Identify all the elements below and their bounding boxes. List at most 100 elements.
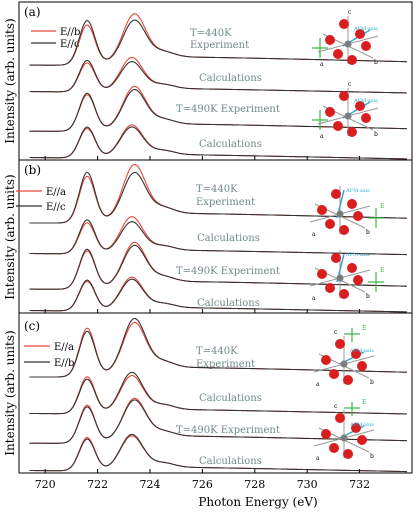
metal-atom bbox=[344, 112, 352, 120]
oxygen-atom bbox=[325, 219, 335, 229]
legend-label-c-2: E//b bbox=[54, 358, 74, 369]
y-axis-label-a: Intensity (arb. units) bbox=[3, 18, 17, 143]
inset-axis-label: b bbox=[370, 379, 374, 386]
annotation-a-490k: T=490K Experiment bbox=[176, 104, 280, 115]
inset-e-label: E bbox=[362, 325, 366, 332]
oxygen-atom bbox=[343, 449, 353, 459]
panel-label-a: (a) bbox=[24, 5, 41, 19]
inset-afm-label: AFM-axis bbox=[353, 98, 378, 104]
x-tick-label: 732 bbox=[349, 478, 370, 491]
oxygen-atom bbox=[343, 375, 353, 385]
legend-c: E//a E//b bbox=[24, 342, 74, 369]
annotation-b-experiment: Experiment bbox=[196, 197, 255, 208]
inset-axis-label: a bbox=[320, 133, 324, 140]
oxygen-atom bbox=[329, 369, 339, 379]
inset-axis-label: b bbox=[374, 131, 378, 138]
oxygen-atom bbox=[325, 107, 335, 117]
inset-axis-label: c bbox=[348, 81, 352, 88]
inset-afm-label: AFM-axis bbox=[349, 348, 374, 354]
panel-frame-c bbox=[18, 312, 413, 474]
panel-label-c: (c) bbox=[24, 319, 40, 333]
annotation-c-490k: T=490K Experiment bbox=[176, 425, 280, 436]
oxygen-atom bbox=[347, 263, 357, 273]
y-axis-label-b: Intensity (arb. units) bbox=[3, 174, 17, 299]
spectrum-curve-black bbox=[29, 171, 407, 224]
oxygen-atom bbox=[331, 253, 341, 263]
x-tick-label: 720 bbox=[35, 478, 56, 491]
oxygen-atom bbox=[329, 443, 339, 453]
oxygen-atom bbox=[351, 423, 361, 433]
inset-axis-label: a bbox=[312, 231, 316, 238]
spectrum-curve-black bbox=[29, 219, 407, 256]
annotation-c-calc-2: Calculations bbox=[199, 456, 262, 467]
annotation-a-440k: T=440K bbox=[190, 28, 232, 39]
oxygen-atom bbox=[361, 113, 371, 123]
crystal-inset-a2: c a b AFM-axis bbox=[312, 81, 378, 140]
legend-a: E//b E//c bbox=[31, 27, 80, 50]
spectrum-curve-black bbox=[29, 278, 407, 313]
annotation-b-440k: T=440K bbox=[196, 184, 238, 195]
inset-axis-label: c bbox=[334, 329, 338, 336]
oxygen-atom bbox=[347, 55, 357, 65]
legend-label-b-1: E//a bbox=[46, 187, 66, 198]
inset-axis-label: b bbox=[374, 59, 378, 66]
oxygen-atom bbox=[339, 91, 349, 101]
x-tick-label: 724 bbox=[140, 478, 161, 491]
inset-afm-label: AFM-axis bbox=[353, 26, 378, 32]
inset-e-label: E bbox=[380, 203, 384, 210]
x-axis-label: Photon Energy (eV) bbox=[198, 495, 317, 509]
oxygen-atom bbox=[355, 29, 365, 39]
inset-axis-label: c bbox=[348, 9, 352, 16]
panel-label-b: (b) bbox=[24, 163, 41, 177]
oxygen-atom bbox=[355, 101, 365, 111]
inset-axis-label: b bbox=[366, 229, 370, 236]
inset-axis-label: a bbox=[316, 381, 320, 388]
crystal-inset-c1: c a b AFM-axis E bbox=[313, 325, 374, 388]
x-tick-label: 728 bbox=[244, 478, 265, 491]
oxygen-atom bbox=[325, 35, 335, 45]
inset-axis-label: a bbox=[312, 295, 316, 302]
annotation-c-calc-1: Calculations bbox=[199, 393, 262, 404]
oxygen-atom bbox=[321, 429, 331, 439]
inset-axis-label: c bbox=[334, 403, 338, 410]
annotation-b-490k: T=490K Experiment bbox=[176, 266, 280, 277]
oxygen-atom bbox=[321, 355, 331, 365]
oxygen-atom bbox=[335, 413, 345, 423]
oxygen-atom bbox=[357, 361, 367, 371]
crystal-inset-a1: c a b AFM-axis bbox=[312, 9, 378, 68]
x-tick-label: 726 bbox=[192, 478, 213, 491]
annotation-b-calc-1: Calculations bbox=[197, 233, 260, 244]
spectrum-curve-black bbox=[29, 88, 407, 132]
crystal-inset-b1: a b AFM-axis E bbox=[309, 186, 384, 238]
inset-e-label: E bbox=[362, 399, 366, 406]
spectrum-curve-black bbox=[29, 244, 407, 290]
annotation-a-calc-2: Calculations bbox=[199, 139, 262, 150]
spectrum-curve-black bbox=[29, 126, 407, 160]
annotation-a-experiment: Experiment bbox=[190, 40, 249, 51]
oxygen-atom bbox=[347, 199, 357, 209]
metal-atom bbox=[344, 40, 352, 48]
annotation-b-calc-2: Calculations bbox=[197, 298, 260, 309]
y-axis-label-c: Intensity (arb. units) bbox=[3, 330, 17, 455]
oxygen-atom bbox=[339, 225, 349, 235]
annotation-c-experiment: Experiment bbox=[196, 359, 255, 370]
legend-label-a-1: E//b bbox=[60, 27, 80, 38]
metal-atom bbox=[340, 360, 348, 368]
oxygen-atom bbox=[333, 121, 343, 131]
oxygen-atom bbox=[353, 275, 363, 285]
legend-label-b-2: E//c bbox=[46, 202, 66, 213]
crystal-inset-b2: a b AFM-axis E bbox=[309, 250, 384, 302]
oxygen-atom bbox=[347, 127, 357, 137]
inset-axis-label: a bbox=[320, 61, 324, 68]
inset-afm-label: AFM-axis bbox=[345, 188, 370, 194]
spectrum-curve-black bbox=[29, 19, 407, 66]
metal-atom bbox=[336, 210, 344, 218]
metal-atom bbox=[340, 434, 348, 442]
x-tick-label: 722 bbox=[87, 478, 108, 491]
oxygen-atom bbox=[339, 289, 349, 299]
x-axis-ticks: 720 722 724 726 728 730 732 bbox=[35, 156, 370, 491]
metal-atom bbox=[336, 274, 344, 282]
oxygen-atom bbox=[351, 349, 361, 359]
annotation-a-calc-1: Calculations bbox=[199, 73, 262, 84]
